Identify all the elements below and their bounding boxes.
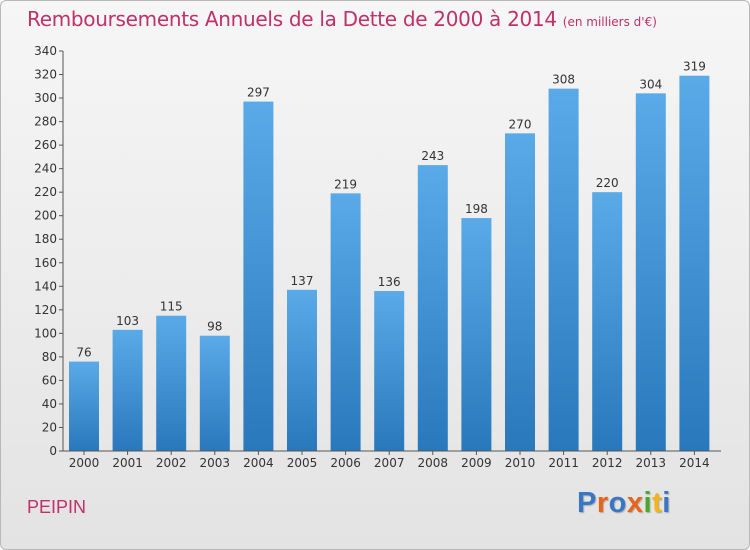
bar [112,329,143,451]
y-tick-label: 60 [42,373,57,387]
data-label: 297 [247,86,270,100]
y-tick-label: 160 [34,256,57,270]
y-tick-label: 320 [34,68,57,82]
bar [592,192,623,452]
x-tick-label: 2011 [548,456,579,470]
logo-letter: r [596,487,609,519]
y-tick-label: 220 [34,185,57,199]
y-tick-label: 300 [34,91,57,105]
data-label: 198 [465,202,488,216]
data-label: 219 [334,177,357,191]
x-tick-label: 2013 [636,456,667,470]
logo-letter: i [662,487,671,519]
y-tick-label: 80 [42,350,57,364]
x-tick-label: 2001 [112,456,143,470]
logo-letter: P [577,487,597,519]
bar [505,133,535,451]
chart-unit: (en milliers d'€) [562,15,657,29]
y-tick-label: 20 [42,420,57,434]
y-tick-label: 140 [34,279,57,293]
bar [548,88,579,451]
data-label: 308 [552,73,575,87]
x-tick-label: 2014 [679,456,710,470]
x-tick-label: 2005 [287,456,318,470]
logo-letter: t [652,487,663,519]
y-tick-label: 180 [34,232,57,246]
bar [679,75,710,452]
data-label: 220 [596,176,619,190]
logo-letter: o [608,487,627,519]
data-label: 319 [683,60,706,74]
chart-title: Remboursements Annuels de la Dette de 20… [27,7,657,31]
x-tick-label: 2006 [330,456,361,470]
y-tick-label: 260 [34,138,57,152]
data-label: 76 [76,346,91,360]
data-label: 103 [116,314,139,328]
logo-letter: i [643,487,653,519]
x-tick-label: 2008 [418,456,449,470]
bar [330,193,361,451]
x-tick-label: 2000 [69,456,100,470]
bar [156,315,187,451]
x-tick-label: 2003 [200,456,231,470]
bar [199,335,230,451]
y-tick-label: 200 [34,209,57,223]
data-label: 270 [509,117,532,131]
commune-name: PEIPIN [27,497,87,517]
x-tick-label: 2012 [592,456,623,470]
data-label: 304 [639,77,662,91]
y-tick-label: 40 [42,397,57,411]
data-label: 98 [207,320,222,334]
bar [635,93,666,452]
x-tick-label: 2010 [505,456,536,470]
y-tick-label: 240 [34,162,57,176]
chart-title-text: Remboursements Annuels de la Dette de 20… [27,7,557,31]
data-label: 115 [160,300,183,314]
bar [69,361,99,451]
y-tick-label: 280 [34,115,57,129]
bar [374,291,405,451]
y-tick-label: 100 [34,326,57,340]
x-tick-label: 2009 [461,456,492,470]
data-label: 137 [291,274,314,288]
y-tick-label: 0 [49,444,57,458]
x-tick-label: 2002 [156,456,187,470]
y-tick-label: 340 [34,44,57,58]
x-tick-label: 2007 [374,456,405,470]
x-tick-label: 2004 [243,456,274,470]
bar [461,218,492,451]
data-label: 243 [421,149,444,163]
logo-letter: x [626,487,644,519]
bar [417,165,448,451]
proxiti-logo[interactable]: Proxiti [577,487,671,520]
data-label: 136 [378,275,401,289]
y-tick-label: 120 [34,303,57,317]
bar [287,289,317,451]
bar [243,101,274,452]
